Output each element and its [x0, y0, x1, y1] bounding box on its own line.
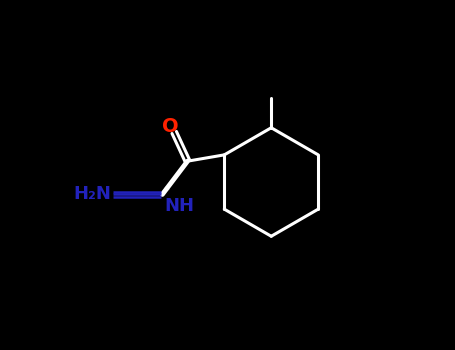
Text: O: O: [162, 117, 178, 136]
Text: H₂N: H₂N: [73, 186, 111, 203]
Text: NH: NH: [164, 197, 194, 215]
